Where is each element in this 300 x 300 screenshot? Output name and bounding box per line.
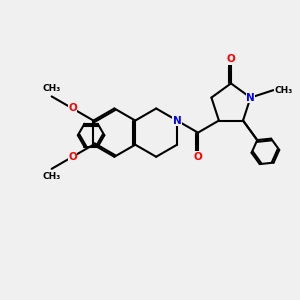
Text: CH₃: CH₃ (43, 85, 61, 94)
Text: O: O (194, 152, 202, 162)
Text: N: N (173, 116, 182, 126)
Text: O: O (68, 103, 77, 113)
Text: N: N (246, 93, 255, 103)
Text: CH₃: CH₃ (43, 172, 61, 181)
Text: O: O (226, 54, 235, 64)
Text: CH₃: CH₃ (275, 85, 293, 94)
Text: O: O (68, 152, 77, 162)
